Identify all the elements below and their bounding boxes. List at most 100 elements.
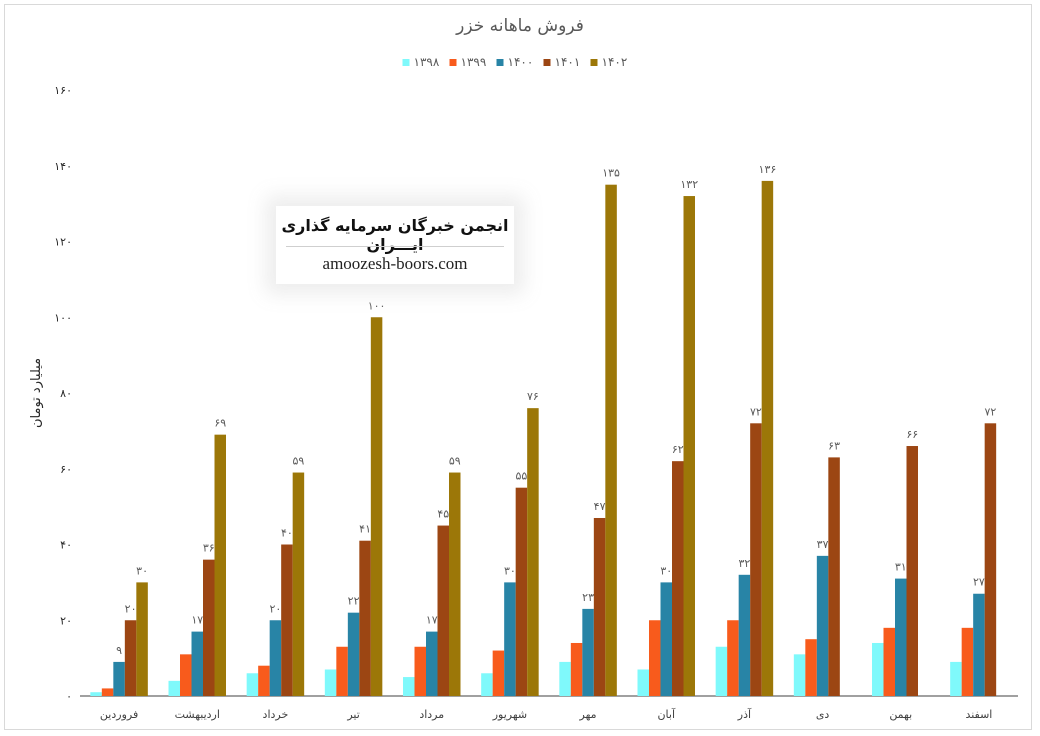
bar-2-2 bbox=[269, 620, 282, 696]
bar-4-7 bbox=[683, 196, 695, 697]
watermark: انجمن خبرگان سرمایه گذاری ایـــران amooz… bbox=[276, 206, 514, 284]
bar-3-11 bbox=[984, 423, 997, 696]
legend-swatch-3 bbox=[543, 59, 551, 66]
data-label-3-9: ۶۳ bbox=[828, 439, 840, 452]
legend-label-2: ۱۴۰۰ bbox=[508, 55, 534, 69]
bar-3-3 bbox=[359, 540, 371, 696]
bar-4-0 bbox=[136, 582, 148, 697]
data-label-2-11: ۲۷ bbox=[973, 576, 985, 589]
data-label-4-0: ۳۰ bbox=[136, 564, 148, 577]
x-tick-label-3: تیر bbox=[346, 708, 359, 721]
data-label-3-1: ۳۶ bbox=[203, 542, 215, 555]
data-label-3-6: ۴۷ bbox=[594, 500, 606, 513]
bar-4-5 bbox=[527, 408, 539, 696]
data-label-4-1: ۶۹ bbox=[214, 417, 226, 430]
bar-1-11 bbox=[961, 627, 974, 696]
x-tick-label-1: اردیبهشت bbox=[175, 708, 220, 721]
data-label-2-3: ۲۲ bbox=[348, 595, 360, 608]
bar-1-8 bbox=[727, 620, 739, 696]
bar-2-7 bbox=[660, 582, 672, 697]
bar-0-10 bbox=[872, 642, 884, 696]
bar-0-5 bbox=[481, 673, 493, 696]
data-label-2-1: ۱۷ bbox=[191, 614, 203, 627]
bar-2-5 bbox=[504, 582, 516, 697]
bar-4-3 bbox=[370, 317, 383, 696]
data-label-2-10: ۳۱ bbox=[895, 561, 907, 574]
legend-swatch-4 bbox=[590, 59, 598, 66]
legend-label-3: ۱۴۰۱ bbox=[555, 55, 581, 69]
legend-label-4: ۱۴۰۲ bbox=[602, 55, 628, 69]
data-label-4-4: ۵۹ bbox=[449, 455, 461, 468]
bar-0-6 bbox=[559, 661, 571, 696]
legend-label-0: ۱۳۹۸ bbox=[414, 55, 440, 69]
bar-3-5 bbox=[515, 487, 528, 696]
x-tick-label-4: مرداد bbox=[419, 708, 444, 721]
bar-1-10 bbox=[883, 627, 895, 696]
data-label-3-7: ۶۲ bbox=[672, 443, 684, 456]
bar-0-9 bbox=[793, 654, 806, 696]
bar-1-2 bbox=[258, 665, 270, 696]
data-label-4-8: ۱۳۶ bbox=[759, 163, 777, 176]
bar-3-10 bbox=[906, 446, 918, 696]
bar-0-8 bbox=[715, 646, 728, 696]
data-label-2-9: ۳۷ bbox=[817, 538, 829, 551]
legend-swatch-0 bbox=[402, 59, 410, 66]
data-label-3-11: ۷۲ bbox=[985, 405, 997, 418]
bar-0-1 bbox=[168, 680, 180, 696]
bar-0-3 bbox=[324, 669, 337, 696]
x-tick-label-7: آبان bbox=[657, 707, 675, 721]
data-label-3-3: ۴۱ bbox=[359, 523, 371, 536]
bar-4-6 bbox=[605, 184, 617, 696]
bar-3-4 bbox=[437, 525, 449, 696]
data-label-3-5: ۵۵ bbox=[516, 470, 528, 483]
bar-3-2 bbox=[281, 544, 293, 696]
legend-swatch-1 bbox=[449, 59, 457, 66]
data-label-2-8: ۳۲ bbox=[739, 557, 751, 570]
bar-0-4 bbox=[403, 677, 415, 696]
data-label-4-7: ۱۳۲ bbox=[680, 178, 698, 191]
bar-1-5 bbox=[492, 650, 505, 696]
x-tick-label-6: مهر bbox=[579, 708, 597, 721]
y-tick-label-5: ۱۰۰ bbox=[54, 311, 72, 324]
watermark-divider bbox=[286, 246, 504, 247]
bar-2-11 bbox=[973, 593, 985, 696]
y-tick-label-6: ۱۲۰ bbox=[54, 236, 72, 249]
data-label-3-2: ۴۰ bbox=[281, 527, 293, 540]
bar-2-8 bbox=[738, 574, 751, 696]
data-label-3-0: ۲۰ bbox=[125, 602, 137, 615]
bar-2-4 bbox=[426, 631, 438, 696]
y-tick-label-4: ۸۰ bbox=[60, 387, 72, 400]
y-tick-label-7: ۱۴۰ bbox=[54, 160, 72, 173]
bar-3-8 bbox=[750, 423, 762, 696]
x-tick-label-2: خرداد bbox=[263, 708, 289, 721]
y-tick-label-1: ۲۰ bbox=[60, 614, 72, 627]
bar-3-0 bbox=[124, 620, 137, 696]
x-tick-label-11: اسفند bbox=[965, 708, 992, 721]
data-label-4-5: ۷۶ bbox=[527, 390, 539, 403]
bar-4-4 bbox=[449, 472, 461, 696]
data-label-2-6: ۲۳ bbox=[582, 591, 594, 604]
watermark-title: انجمن خبرگان سرمایه گذاری ایـــران bbox=[281, 216, 509, 254]
y-tick-label-2: ۴۰ bbox=[60, 539, 72, 552]
bar-0-0 bbox=[90, 692, 102, 696]
bar-2-3 bbox=[347, 612, 360, 696]
data-label-2-5: ۳۰ bbox=[504, 564, 516, 577]
watermark-url: amoozesh-boors.com bbox=[322, 254, 468, 273]
bar-2-6 bbox=[582, 608, 594, 696]
chart-title: فروش ماهانه خزر bbox=[455, 16, 584, 36]
data-label-2-4: ۱۷ bbox=[426, 614, 438, 627]
bar-1-4 bbox=[414, 646, 426, 696]
bar-4-2 bbox=[292, 472, 305, 696]
bar-0-7 bbox=[637, 669, 649, 696]
bar-0-11 bbox=[950, 661, 962, 696]
y-tick-label-3: ۶۰ bbox=[60, 463, 72, 476]
bar-3-1 bbox=[203, 559, 215, 696]
y-axis-label: میلیارد تومان bbox=[29, 358, 44, 428]
legend-swatch-2 bbox=[496, 59, 504, 66]
bar-1-0 bbox=[101, 688, 114, 696]
data-label-4-6: ۱۳۵ bbox=[602, 167, 620, 180]
x-tick-label-5: شهریور bbox=[492, 708, 527, 721]
data-label-2-2: ۲۰ bbox=[270, 602, 282, 615]
data-label-4-3: ۱۰۰ bbox=[368, 299, 386, 312]
